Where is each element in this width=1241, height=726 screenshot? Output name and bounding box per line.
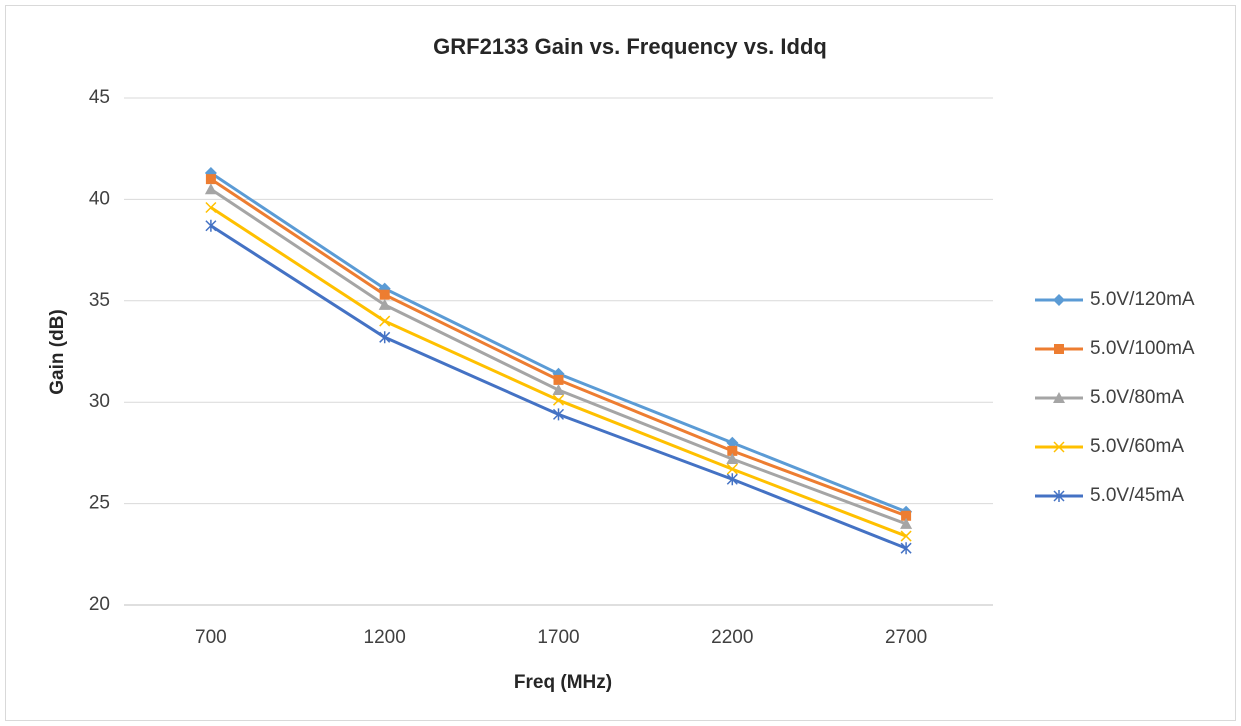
x-tick-label: 700 (195, 627, 227, 648)
x-tick-label: 1200 (364, 627, 406, 648)
data-point (205, 219, 217, 232)
legend-marker (1053, 441, 1065, 453)
data-point (552, 384, 565, 396)
legend-label: 5.0V/80mA (1090, 387, 1184, 408)
data-point (204, 183, 217, 195)
x-tick-label: 1700 (537, 627, 579, 648)
chart-title: GRF2133 Gain vs. Frequency vs. Iddq (433, 34, 827, 59)
x-tick-label: 2700 (885, 627, 927, 648)
y-tick-label: 40 (89, 188, 110, 209)
legend-label: 5.0V/100mA (1090, 338, 1195, 359)
data-point (726, 463, 738, 475)
data-point (379, 315, 391, 327)
data-point (205, 201, 217, 214)
y-tick-label: 45 (89, 87, 110, 108)
data-point (726, 436, 739, 449)
data-point (379, 289, 390, 300)
data-point (900, 542, 912, 555)
y-tick-label: 25 (89, 493, 110, 514)
data-point (726, 452, 739, 464)
data-point (205, 174, 216, 185)
x-axis-label: Freq (MHz) (514, 672, 612, 693)
data-point (552, 394, 565, 406)
legend-marker (1053, 294, 1065, 306)
data-point (727, 445, 738, 456)
y-axis-label: Gain (dB) (47, 309, 68, 395)
y-tick-label: 30 (89, 391, 110, 412)
legend-label: 5.0V/120mA (1090, 289, 1195, 310)
legend-label: 5.0V/60mA (1090, 436, 1184, 457)
data-point (901, 510, 912, 521)
data-point (552, 408, 565, 421)
data-point (378, 298, 391, 310)
data-point (900, 517, 913, 529)
chart-frame (5, 5, 1236, 721)
data-point (900, 530, 912, 542)
x-tick-label: 2200 (711, 627, 753, 648)
legend-label: 5.0V/45mA (1090, 485, 1184, 506)
legend-marker (1053, 490, 1065, 502)
legend-marker (1053, 392, 1065, 403)
data-point (379, 331, 391, 344)
legend-marker (1054, 344, 1064, 354)
y-tick-label: 35 (89, 290, 110, 311)
data-point (726, 473, 738, 486)
data-point (553, 374, 564, 385)
y-tick-label: 20 (89, 594, 110, 615)
